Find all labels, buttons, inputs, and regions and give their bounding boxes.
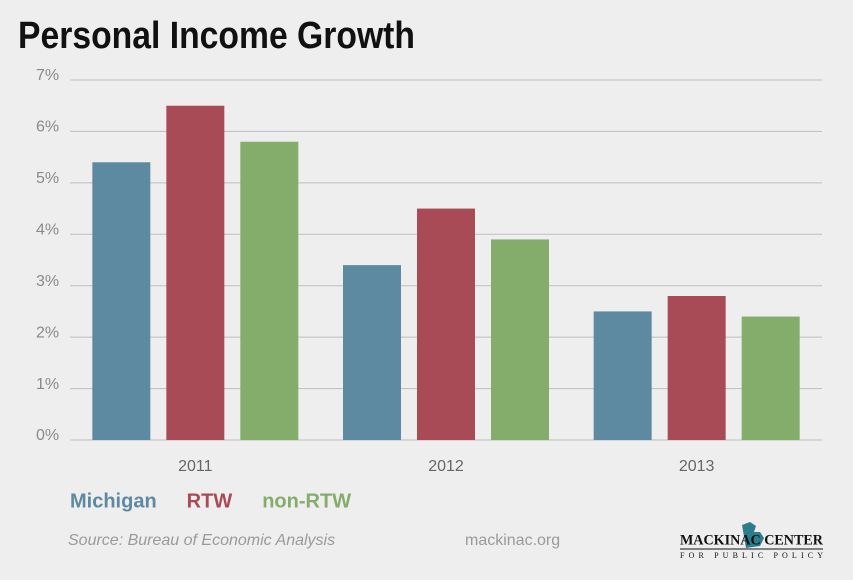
logo-tagline: FOR PUBLIC POLICY	[680, 551, 823, 560]
logo-name: MACKINAC CENTER	[680, 532, 823, 548]
bar	[343, 265, 401, 440]
y-tick-label: 0%	[36, 427, 59, 444]
y-tick-label: 6%	[36, 119, 59, 136]
bar	[667, 296, 726, 440]
x-tick-label: 2012	[428, 458, 464, 475]
legend-label: Michigan	[70, 490, 157, 512]
y-tick-label: 4%	[36, 222, 59, 239]
website: mackinac.org	[465, 532, 560, 549]
y-tick-label: 3%	[36, 273, 59, 290]
bar	[593, 311, 652, 440]
logo-icon	[742, 522, 764, 548]
y-tick-label: 5%	[36, 170, 59, 187]
bar	[741, 316, 800, 440]
legend-label: non-RTW	[262, 490, 351, 512]
y-tick-label: 1%	[36, 376, 59, 393]
chart-title: Personal Income Growth	[18, 15, 415, 57]
bar	[491, 239, 549, 440]
bar	[92, 162, 151, 441]
bar	[240, 141, 299, 440]
y-tick-label: 7%	[36, 67, 59, 84]
source: Source: Bureau of Economic Analysis	[68, 532, 335, 549]
y-tick-label: 2%	[36, 324, 59, 341]
x-tick-label: 2013	[679, 458, 715, 475]
bar	[166, 105, 225, 440]
x-tick-label: 2011	[178, 458, 213, 475]
bar	[417, 208, 475, 440]
legend-label: RTW	[187, 490, 233, 512]
